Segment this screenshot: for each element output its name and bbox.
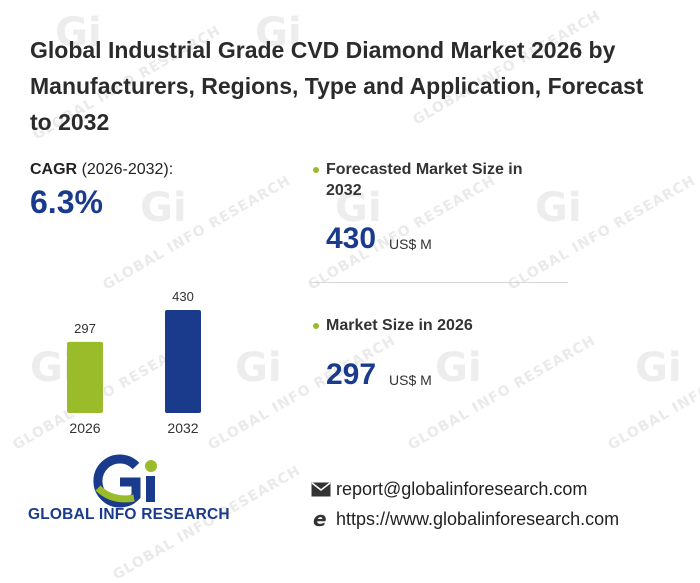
brand-logo [28,452,238,532]
cagr-period: (2026-2032): [81,161,174,178]
forecast-label: Forecasted Market Size in 2032 [326,159,523,201]
watermark-text: GLOBAL INFO RESEARCH [605,333,700,454]
watermark-logo: Gi [140,185,187,231]
cagr-label: CAGR (2026-2032): [30,161,173,179]
watermark-text: GLOBAL INFO RESEARCH [405,332,599,454]
bar-2026 [67,341,103,413]
category-label: 2026 [69,420,100,436]
svg-text:e: e [313,509,327,529]
envelope-icon [310,478,332,500]
cagr-label-text: CAGR [30,161,78,178]
bar-value-label: 430 [172,289,194,304]
contact-website[interactable]: https://www.globalinforesearch.com [336,508,620,529]
page-title: Global Industrial Grade CVD Diamond Mark… [30,37,644,135]
watermark-logo: Gi [635,345,682,391]
contact-email-row[interactable]: report@globalinforesearch.com [310,478,587,500]
forecast-label-line2: 2032 [326,182,362,199]
bar-value-label: 297 [74,321,96,336]
contact-email[interactable]: report@globalinforesearch.com [336,478,588,499]
category-label: 2032 [167,420,198,436]
market-size-bar-chart: 297 2026 430 2032 [30,280,250,450]
forecast-value: 430 [326,222,377,255]
watermark-text: GLOBAL INFO RESEARCH [505,172,699,294]
brand-name: GLOBAL INFO RESEARCH [28,506,230,523]
logo-mark-icon [93,454,157,508]
divider [310,282,568,283]
forecast-unit: US$ M [389,236,432,252]
watermark-logo: Gi [435,345,482,391]
current-label: Market Size in 2026 [326,317,473,334]
current-value: 297 [326,358,377,391]
bar-2032 [165,310,201,413]
browser-e-icon: e [310,508,332,530]
watermark-text: GLOBAL INFO RESEARCH [100,172,294,294]
watermark-logo: Gi [535,185,582,231]
bar-chart-svg: 297 2026 430 2032 [67,289,201,436]
bullet-icon [313,323,319,329]
bullet-icon [313,167,319,173]
cagr-value: 6.3% [30,184,103,220]
current-unit: US$ M [389,372,432,388]
contact-web-row[interactable]: e https://www.globalinforesearch.com [310,508,619,530]
forecast-label-line1: Forecasted Market Size in [326,161,523,178]
